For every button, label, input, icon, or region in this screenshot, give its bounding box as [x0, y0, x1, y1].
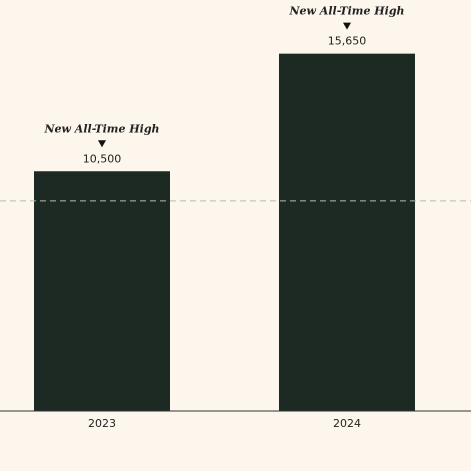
x-tick-label: 2023 — [88, 417, 116, 430]
bar — [34, 171, 170, 411]
annotation-arrow — [343, 22, 351, 30]
value-label: 10,500 — [83, 152, 122, 165]
x-tick-label: 2024 — [333, 417, 361, 430]
bar — [279, 53, 415, 412]
annotation: New All-Time High — [288, 5, 404, 18]
annotation-arrow — [98, 140, 106, 148]
value-label: 15,650 — [328, 35, 367, 48]
annotation: New All-Time High — [43, 122, 159, 135]
